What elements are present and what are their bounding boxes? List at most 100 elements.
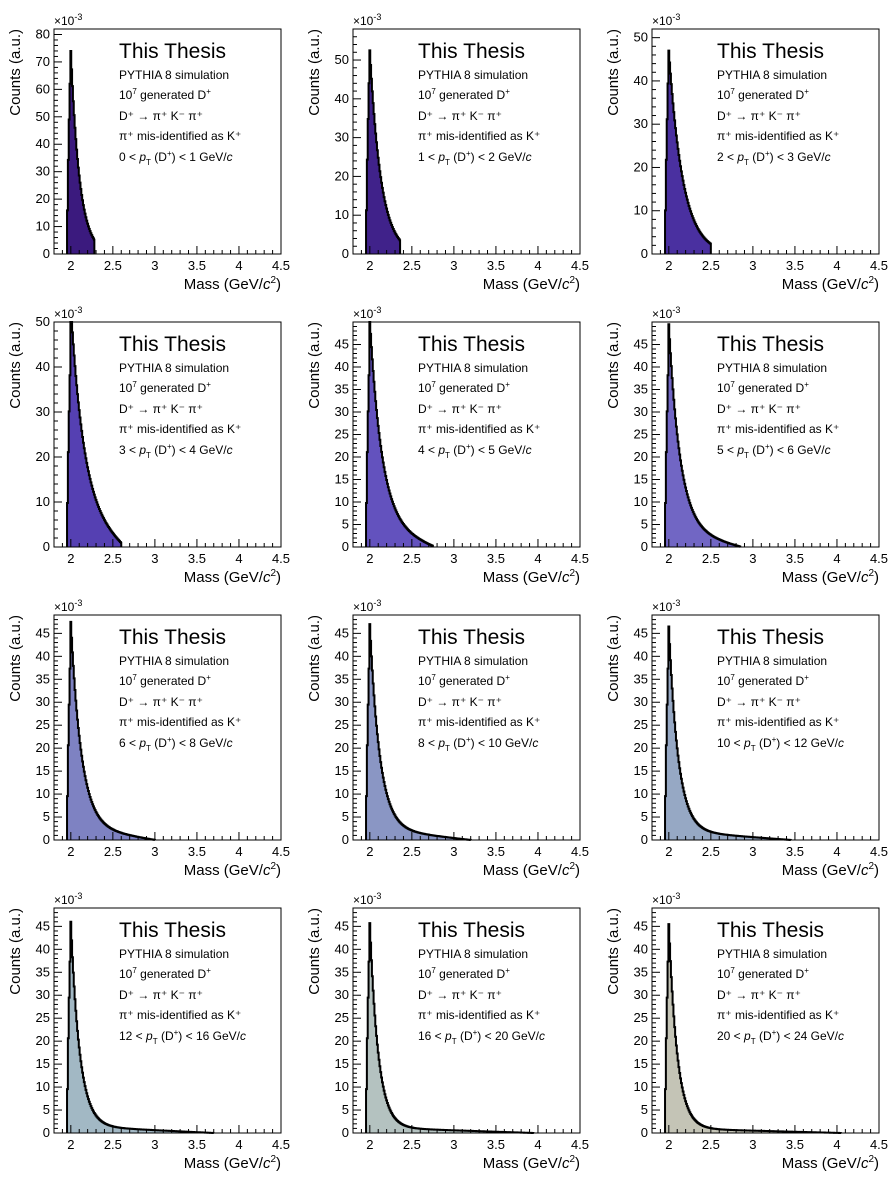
pt-particle-charge: + — [466, 442, 471, 451]
y-tick-label: 35 — [335, 382, 349, 397]
thesis-title: This Thesis — [717, 626, 824, 649]
y-tick-label: 10 — [634, 203, 648, 218]
generated-charge: + — [206, 380, 211, 389]
y-exponent-power: -3 — [74, 305, 82, 315]
y-axis-label: Counts (a.u.) — [605, 29, 622, 116]
generated-label: 107 generated D+ — [119, 87, 211, 102]
x-axis-label-c: c — [562, 1155, 570, 1172]
generated-power: 7 — [132, 673, 137, 682]
x-tick-label: 2.5 — [104, 258, 122, 273]
pt-upper: ) < 2 GeV/ — [471, 150, 527, 164]
y-tick-label: 30 — [36, 987, 50, 1002]
y-tick-label: 50 — [36, 109, 50, 124]
generated-label: 107 generated D+ — [119, 673, 211, 688]
histogram-outline — [664, 323, 742, 548]
y-tick-label: 20 — [634, 1033, 648, 1048]
y-tick-label: 40 — [634, 941, 648, 956]
x-tick-label: 2.5 — [403, 258, 421, 273]
x-axis-label-c: c — [861, 862, 869, 879]
y-tick-label: 45 — [335, 337, 349, 352]
y-tick-label: 10 — [335, 786, 349, 801]
pt-unit-c: c — [539, 1029, 545, 1043]
histogram-fill — [366, 50, 401, 254]
pt-upper: ) < 1 GeV/ — [172, 150, 228, 164]
x-axis-label-power: 2 — [569, 1154, 575, 1165]
y-tick-label: 15 — [335, 1056, 349, 1071]
y-tick-label: 0 — [342, 1125, 349, 1140]
y-tick-label: 0 — [43, 539, 50, 554]
x-axis-label: Mass (GeV/c2) — [184, 1154, 281, 1172]
plot-frame — [352, 614, 581, 841]
pt-particle-charge: + — [772, 1028, 777, 1037]
y-tick-label: 30 — [634, 404, 648, 419]
generated-text: generated D — [735, 674, 805, 688]
histogram-fill — [665, 626, 791, 840]
x-tick-label: 2.5 — [702, 1137, 720, 1152]
pt-unit-c: c — [838, 736, 844, 750]
y-tick-label: 5 — [342, 809, 349, 824]
simulation-label: PYTHIA 8 simulation — [418, 654, 528, 668]
x-tick-label: 3.5 — [786, 258, 804, 273]
x-tick-label: 4.5 — [870, 551, 888, 566]
pt-subscript: T — [445, 451, 450, 460]
pt-range-label: 8 < pT (D+) < 10 GeV/c — [418, 735, 538, 753]
x-axis-label: Mass (GeV/c2) — [184, 275, 281, 293]
x-tick-label: 4.5 — [571, 1137, 589, 1152]
y-tick-label: 30 — [335, 404, 349, 419]
generated-label: 107 generated D+ — [418, 87, 510, 102]
y-tick-label: 15 — [36, 763, 50, 778]
y-tick-label: 40 — [634, 73, 648, 88]
x-axis-label-c: c — [263, 276, 271, 293]
pt-subscript: T — [445, 158, 450, 167]
y-tick-label: 10 — [36, 219, 50, 234]
x-axis-label: Mass (GeV/c2) — [782, 275, 879, 293]
x-tick-label: 2.5 — [104, 844, 122, 859]
y-exponent-label: ×10-3 — [353, 598, 381, 614]
x-tick-label: 2 — [665, 551, 672, 566]
pt-upper: ) < 8 GeV/ — [172, 736, 228, 750]
x-tick-label: 3.5 — [188, 551, 206, 566]
pt-particle-charge: + — [473, 1028, 478, 1037]
generated-power: 7 — [132, 87, 137, 96]
y-tick-label: 45 — [335, 918, 349, 933]
pt-particle-charge: + — [765, 442, 770, 451]
x-axis-label: Mass (GeV/c2) — [184, 568, 281, 586]
y-tick-label: 40 — [335, 91, 349, 106]
pt-particle-charge: + — [167, 442, 172, 451]
y-tick-label: 0 — [641, 539, 648, 554]
x-axis-label-power: 2 — [270, 1154, 276, 1165]
generated-text: generated D — [735, 381, 805, 395]
y-exponent-power: -3 — [373, 891, 381, 901]
y-tick-label: 20 — [335, 740, 349, 755]
x-tick-label: 3 — [450, 1137, 457, 1152]
pt-unit-c: c — [227, 443, 233, 457]
y-tick-label: 30 — [335, 694, 349, 709]
y-axis-label: Counts (a.u.) — [306, 322, 323, 409]
y-tick-label: 0 — [43, 832, 50, 847]
pt-symbol: p — [743, 736, 751, 750]
chart-panel-11: 2 2.5 3 3.5 4 4.5 0 5 10 15 20 25 30 35 40 45 ×10-3 Mass … — [306, 891, 589, 1172]
x-axis-label-c: c — [562, 276, 570, 293]
x-tick-label: 2.5 — [104, 1137, 122, 1152]
decay-channel-label: D⁺ → π⁺ K⁻ π⁺ — [119, 109, 203, 123]
y-tick-label: 20 — [634, 449, 648, 464]
x-tick-label: 2 — [67, 258, 74, 273]
misid-label: π⁺ mis-identified as K⁺ — [418, 1008, 540, 1022]
y-axis-label: Counts (a.u.) — [605, 908, 622, 995]
x-axis-label-power: 2 — [868, 861, 874, 872]
x-axis-label: Mass (GeV/c2) — [184, 861, 281, 879]
pt-particle: (D — [151, 443, 167, 457]
x-tick-label: 2.5 — [104, 551, 122, 566]
generated-charge: + — [505, 380, 510, 389]
histogram-outline — [365, 922, 535, 1134]
x-axis-label-power: 2 — [270, 568, 276, 579]
x-tick-label: 2 — [366, 551, 373, 566]
histogram-fill — [366, 923, 534, 1133]
y-tick-label: 70 — [36, 54, 50, 69]
y-tick-label: 10 — [335, 207, 349, 222]
chart-panel-7: 2 2.5 3 3.5 4 4.5 0 5 10 15 20 25 30 35 40 45 ×10-3 Mass … — [7, 598, 290, 879]
y-tick-label: 0 — [43, 1125, 50, 1140]
y-exponent-label: ×10-3 — [652, 12, 680, 28]
pt-upper: ) < 10 GeV/ — [471, 736, 533, 750]
generated-power: 7 — [730, 87, 735, 96]
